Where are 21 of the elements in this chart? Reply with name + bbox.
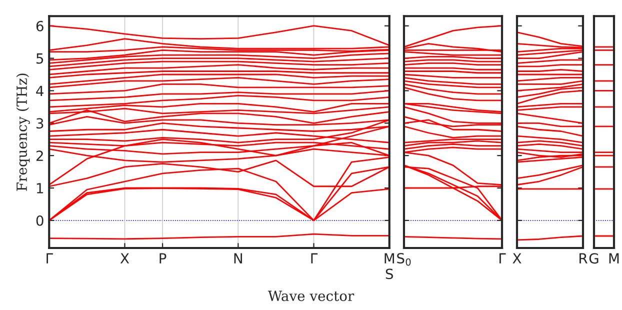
y-axis-title: Frequency (THz) (16, 74, 30, 191)
x-tick-label: X (512, 253, 522, 264)
x-tick-label: Γ (46, 253, 53, 264)
x-tick-label: R (580, 253, 588, 264)
y-tick-label: 3 (36, 118, 44, 129)
y-tick-label: 2 (36, 150, 43, 161)
x-tick-label: N (234, 253, 242, 264)
x-tick-label: P (160, 253, 166, 264)
y-tick-label: 0 (36, 215, 44, 226)
y-tick-label: 5 (36, 53, 44, 64)
x-tick-label: S$_{0}$ (397, 253, 411, 266)
y-tick-label: 1 (36, 183, 43, 194)
x-tick-label: G (589, 253, 598, 264)
x-tick-label: M (609, 253, 619, 264)
x-tick-label: X (120, 253, 130, 264)
x-tick-label: Γ (311, 253, 318, 264)
x-tick-label: M S (384, 253, 394, 280)
y-tick-label: 4 (36, 86, 44, 96)
x-axis-title: Wave vector (268, 290, 354, 302)
y-tick-label: 6 (36, 20, 44, 32)
x-tick-label: Γ (500, 253, 506, 264)
